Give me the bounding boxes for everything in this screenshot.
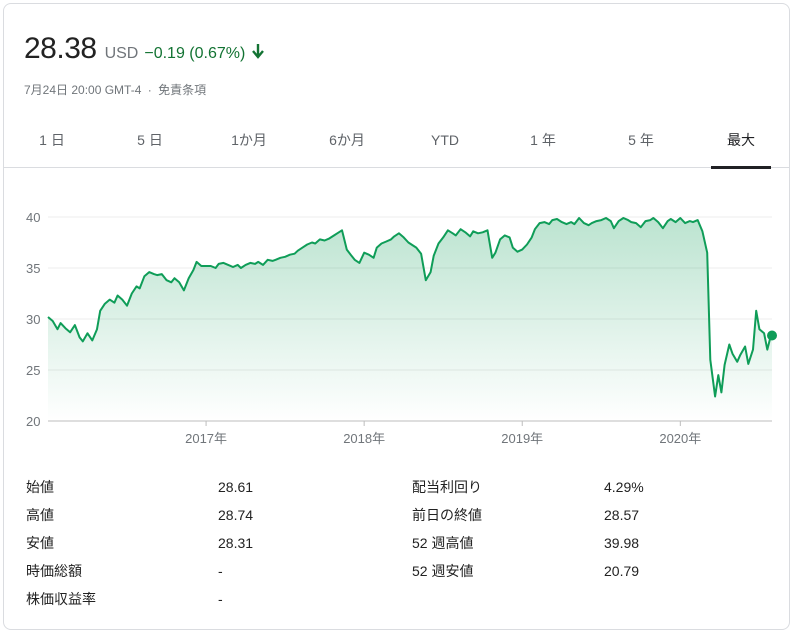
quote-meta: 7月24日 20:00 GMT-4 · 免責条項 [24,81,206,98]
price-area [48,218,772,421]
stat-value: 28.61 [218,479,254,495]
y-tick-label: 40 [26,210,40,225]
range-tabs: 1 日 5 日 1か月 6か月 YTD 1 年 5 年 最大 [4,120,789,169]
tab-max[interactable]: 最大 [711,120,771,169]
x-tick-label: 2017年 [185,431,227,446]
x-tick-label: 2020年 [659,431,701,446]
stat-value: 20.79 [604,563,640,579]
stat-label: 始値 [26,479,54,495]
tab-6-month[interactable]: 6か月 [329,132,365,148]
stat-value: 28.57 [604,507,640,523]
current-price: 28.38 [24,32,97,65]
stat-label: 高値 [26,507,54,523]
meta-separator: · [147,83,152,97]
stat-value: 4.29% [604,479,644,495]
y-tick-label: 30 [26,312,40,327]
x-tick-label: 2019年 [501,431,543,446]
stat-value: - [218,591,223,607]
price-header: 28.38 USD −0.19 (0.67%) [24,32,265,66]
arrow-down-icon [252,44,265,59]
tab-ytd[interactable]: YTD [431,132,459,148]
price-chart[interactable]: 40 35 30 25 20 2017年 2018年 2019年 2020年 [4,199,789,454]
quote-timestamp: 7月24日 20:00 GMT-4 [24,83,142,97]
x-tick-label: 2018年 [343,431,385,446]
currency-label: USD [104,45,139,62]
tab-1-day[interactable]: 1 日 [39,132,65,148]
y-tick-label: 20 [26,414,40,429]
y-tick-label: 25 [26,363,40,378]
price-line [47,217,773,398]
stat-value: 28.31 [218,535,254,551]
stat-value: 39.98 [604,535,640,551]
stat-label: 52 週安値 [412,563,474,579]
stat-label: 52 週高値 [412,535,474,551]
stat-value: - [218,563,223,579]
tab-5-year[interactable]: 5 年 [628,132,654,148]
stat-value: 28.74 [218,507,254,523]
stock-quote-card: 28.38 USD −0.19 (0.67%) 7月24日 20:00 GMT-… [3,3,790,630]
current-price-dot [767,330,777,341]
stat-label: 株価収益率 [26,591,96,607]
price-change: −0.19 (0.67%) [144,45,246,62]
disclaimer-link[interactable]: 免責条項 [158,83,207,97]
y-tick-label: 35 [26,261,40,276]
tab-1-year[interactable]: 1 年 [530,132,556,148]
stat-label: 配当利回り [412,479,482,495]
stat-label: 安値 [26,535,54,551]
stat-label: 前日の終値 [412,507,482,523]
tab-5-day[interactable]: 5 日 [137,132,163,148]
tab-1-month[interactable]: 1か月 [231,132,267,148]
stat-label: 時価総額 [26,563,82,579]
